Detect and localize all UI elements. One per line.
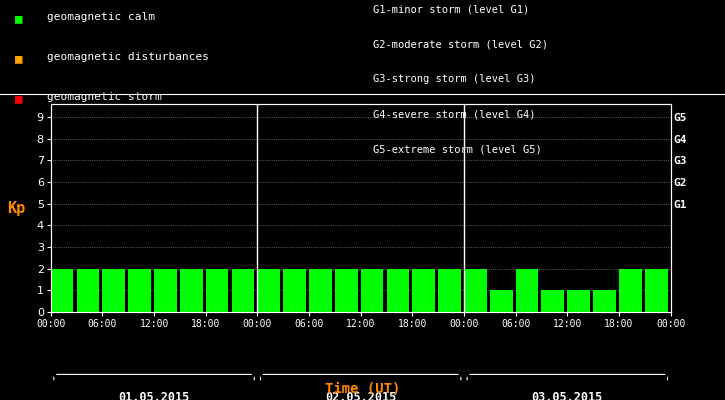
Bar [515,269,539,312]
Bar [77,269,99,312]
Text: G5-extreme storm (level G5): G5-extreme storm (level G5) [373,145,542,155]
Bar [102,269,125,312]
Bar [154,269,177,312]
Bar [360,269,384,312]
Bar [567,290,590,312]
Text: Kp: Kp [7,200,26,216]
Bar [206,269,228,312]
Bar [257,269,280,312]
Bar [438,269,461,312]
Bar [619,269,642,312]
Text: geomagnetic calm: geomagnetic calm [47,12,155,22]
Text: 01.05.2015: 01.05.2015 [118,391,190,400]
Bar [283,269,306,312]
Bar [413,269,435,312]
Bar [386,269,409,312]
Text: ■: ■ [14,52,22,65]
Bar [231,269,254,312]
Text: 03.05.2015: 03.05.2015 [531,391,603,400]
Text: G2-moderate storm (level G2): G2-moderate storm (level G2) [373,39,548,49]
Text: geomagnetic disturbances: geomagnetic disturbances [47,52,209,62]
Text: G3-strong storm (level G3): G3-strong storm (level G3) [373,74,536,84]
Bar [51,269,73,312]
Bar [335,269,357,312]
Bar [180,269,202,312]
Text: G4-severe storm (level G4): G4-severe storm (level G4) [373,110,536,120]
Bar [645,269,668,312]
Text: 02.05.2015: 02.05.2015 [325,391,397,400]
Text: Time (UT): Time (UT) [325,382,400,396]
Bar [309,269,332,312]
Bar [464,269,486,312]
Text: G1-minor storm (level G1): G1-minor storm (level G1) [373,4,530,14]
Bar [490,290,513,312]
Bar [128,269,151,312]
Text: geomagnetic storm: geomagnetic storm [47,92,162,102]
Text: ■: ■ [14,92,22,105]
Bar [593,290,616,312]
Text: ■: ■ [14,12,22,25]
Bar [542,290,564,312]
